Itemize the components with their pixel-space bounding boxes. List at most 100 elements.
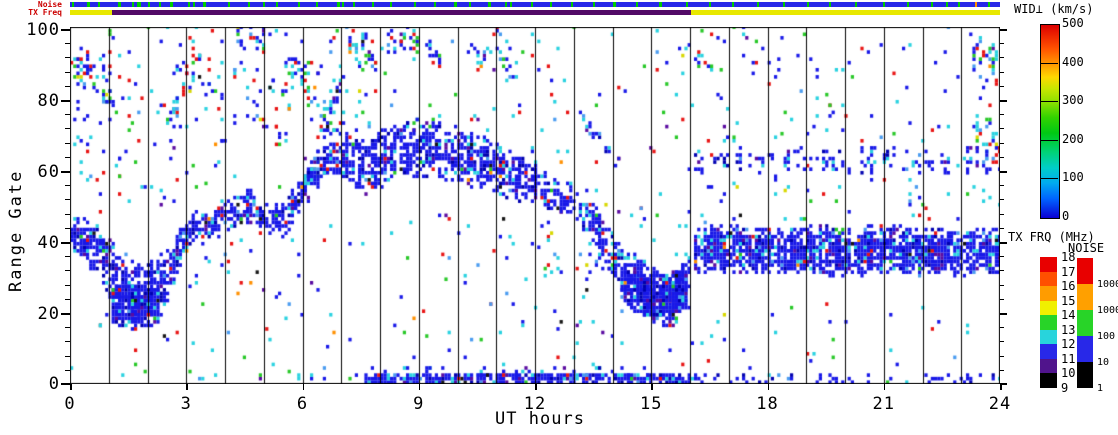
y-axis-minor-tick [65, 256, 70, 258]
y-axis-minor-tick-right [1000, 284, 1004, 286]
wid-tick-label: 300 [1062, 93, 1084, 108]
wid-colorbar-tick-line [1040, 62, 1058, 64]
noise-tick-label: 10 [1097, 357, 1110, 368]
txfreq-strip-label: TX Freq [28, 8, 62, 17]
noise-strip-green-stripe [131, 2, 134, 7]
x-axis-major-tick [70, 384, 72, 390]
noise-strip-green-stripe [958, 2, 961, 7]
noise-strip-green-stripe [987, 2, 990, 7]
y-axis-major-tick [61, 171, 70, 173]
txfrq-colorbar-title: TX FRQ (MHz) [1008, 230, 1095, 244]
y-axis-minor-tick [65, 213, 70, 215]
x-axis-major-tick [651, 384, 653, 390]
noise-strip-green-stripe [882, 2, 885, 7]
noise-strip-green-stripe [159, 2, 162, 7]
noise-strip-green-stripe [807, 2, 810, 7]
txfrq-tick-label: 18 [1061, 250, 1076, 264]
y-axis-minor-tick-right [1000, 369, 1004, 371]
noise-strip-green-stripe [757, 2, 760, 7]
noise-tick-label: 10000 [1097, 279, 1118, 290]
txfrq-tick-label: 13 [1061, 322, 1076, 337]
txfrq-colorbar-block [1040, 271, 1057, 287]
y-axis-minor-tick [65, 270, 70, 272]
y-tick-label: 0 [48, 374, 60, 394]
txfreq-strip-segment [111, 10, 691, 15]
txfrq-tick-label: 10 [1061, 366, 1076, 381]
noise-strip-green-stripe [336, 2, 341, 7]
noise-strip-label: Noise [37, 0, 62, 9]
noise-strip-green-stripe [570, 2, 573, 7]
wid-colorbar-tick-line [1040, 101, 1058, 103]
x-tick-label: 15 [640, 394, 663, 414]
noise-strip-green-stripe [906, 2, 909, 7]
y-axis-minor-tick-right [1000, 128, 1004, 130]
noise-strip-green-stripe [531, 2, 534, 7]
x-tick-label: 24 [988, 394, 1012, 414]
txfrq-colorbar-block [1040, 358, 1057, 374]
noise-strip-green-stripe [487, 2, 491, 7]
noise-strip-green-stripe [945, 2, 948, 7]
noise-strip-green-stripe [708, 2, 712, 7]
noise-strip-green-stripe [390, 2, 393, 7]
y-tick-label: 60 [37, 162, 60, 182]
noise-strip-green-stripe [187, 2, 191, 7]
txfrq-colorbar-block [1040, 373, 1057, 388]
txfrq-tick-label: 9 [1061, 381, 1069, 395]
y-axis-major-tick-right [1000, 100, 1007, 102]
y-axis-major-tick [61, 100, 70, 102]
txfreq-strip-segment [70, 10, 112, 15]
y-axis-minor-tick [65, 43, 70, 45]
y-axis-minor-tick [65, 327, 70, 329]
y-axis-minor-tick [65, 142, 70, 144]
y-axis-minor-tick-right [1000, 227, 1004, 229]
x-tick-label: 0 [64, 394, 76, 414]
noise-strip-green-stripe [550, 2, 553, 7]
noise-strip-green-stripe [371, 2, 375, 7]
x-tick-label: 3 [180, 394, 192, 414]
txfrq-colorbar [1040, 257, 1057, 388]
noise-strip-green-stripe [635, 2, 638, 7]
plot-area [70, 27, 1000, 384]
y-axis-minor-tick-right [1000, 341, 1004, 343]
noise-strip-green-stripe [732, 2, 735, 7]
y-axis-major-tick-right [1000, 29, 1007, 31]
x-axis-major-tick [1000, 384, 1002, 390]
txfreq-strip-segment [690, 10, 1000, 15]
noise-strip-green-stripe [434, 2, 437, 7]
txfrq-colorbar-block [1040, 344, 1057, 359]
txfrq-colorbar-block [1040, 315, 1057, 330]
wid-colorbar-title: WID⊥ (km/s) [1014, 2, 1094, 16]
noise-strip-green-stripe [262, 2, 265, 7]
noise-strip-green-stripe [98, 2, 101, 7]
wid-colorbar-tick-line [1040, 139, 1058, 141]
y-axis-minor-tick-right [1000, 185, 1004, 187]
wid-colorbar-tick-line [1040, 178, 1058, 180]
txfreq-strip [70, 10, 1000, 15]
noise-colorbar-block [1077, 362, 1093, 388]
noise-strip-green-stripe [414, 2, 417, 7]
txfrq-colorbar-block [1040, 300, 1057, 316]
noise-strip-green-stripe [202, 2, 206, 7]
y-axis-minor-tick-right [1000, 43, 1004, 45]
noise-strip-green-stripe [342, 2, 345, 7]
y-axis-minor-tick [65, 355, 70, 357]
noise-strip-green-stripe [510, 2, 512, 7]
y-axis-label: Range Gate [6, 169, 26, 292]
x-axis-major-tick [767, 384, 769, 390]
y-axis-minor-tick [65, 199, 70, 201]
y-tick-label: 100 [26, 20, 60, 40]
y-axis-minor-tick [65, 85, 70, 87]
y-axis-minor-tick [65, 284, 70, 286]
y-axis-minor-tick [65, 369, 70, 371]
y-axis-minor-tick [65, 57, 70, 59]
noise-colorbar-title: NOISE [1068, 241, 1105, 255]
txfrq-tick-label: 15 [1061, 293, 1076, 308]
txfrq-tick-label: 17 [1061, 264, 1076, 279]
x-tick-label: 9 [413, 394, 425, 414]
noise-strip-green-stripe [353, 2, 356, 7]
y-axis-minor-tick [65, 156, 70, 158]
y-axis-minor-tick [65, 185, 70, 187]
noise-colorbar-block [1077, 310, 1093, 336]
noise-strip-green-stripe [247, 2, 251, 7]
wid-tick-label: 200 [1062, 131, 1084, 146]
